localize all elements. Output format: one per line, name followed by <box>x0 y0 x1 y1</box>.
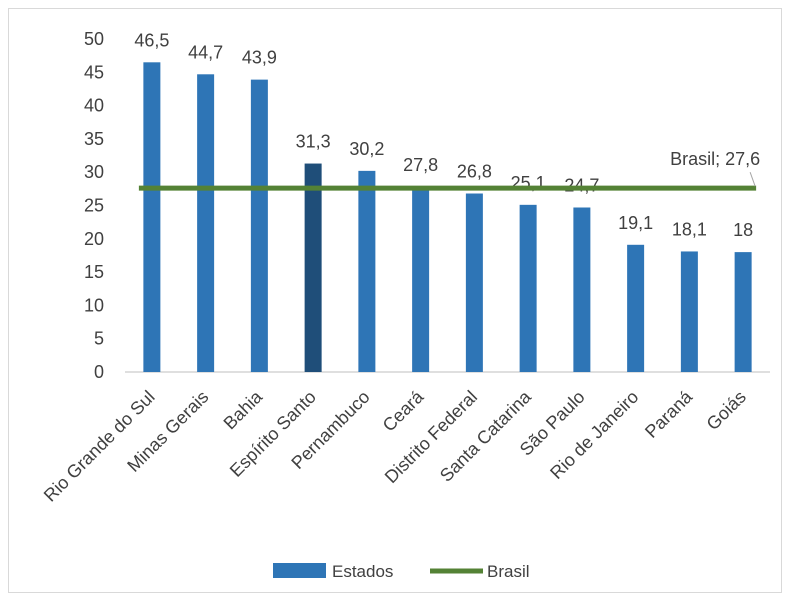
bar-series-estados <box>143 62 752 373</box>
brasil-line-label: Brasil; 27,6 <box>670 149 760 169</box>
y-axis-ticks: 0 5 10 15 20 25 30 35 40 45 50 <box>84 29 104 382</box>
brasil-label-leader <box>749 172 756 187</box>
bar <box>680 251 698 372</box>
y-tick-label: 45 <box>84 62 104 82</box>
y-tick-label: 40 <box>84 96 104 116</box>
legend-label-brasil: Brasil <box>487 562 530 581</box>
y-tick-label: 30 <box>84 162 104 182</box>
chart-frame <box>8 8 782 593</box>
bar-data-label: 44,7 <box>188 42 223 62</box>
y-tick-label: 15 <box>84 262 104 282</box>
bar-data-label: 30,2 <box>349 139 384 159</box>
bar <box>734 252 752 372</box>
x-tick-label: Santa Catarina <box>436 386 536 486</box>
x-tick-label: Bahia <box>220 386 267 433</box>
bar <box>627 244 645 372</box>
y-tick-label: 25 <box>84 196 104 216</box>
bar <box>143 62 161 373</box>
bar <box>358 170 376 372</box>
bar <box>304 163 322 372</box>
bar-data-label: 19,1 <box>618 213 653 233</box>
bar-data-label: 46,5 <box>134 30 169 50</box>
y-tick-label: 20 <box>84 229 104 249</box>
bar <box>573 207 591 372</box>
y-tick-label: 10 <box>84 295 104 315</box>
y-tick-label: 35 <box>84 129 104 149</box>
bar-data-label: 26,8 <box>457 162 492 182</box>
bar-data-label: 18 <box>733 220 753 240</box>
bar <box>250 79 268 372</box>
x-tick-label: Goiás <box>703 387 750 434</box>
x-tick-label: Ceará <box>379 386 429 436</box>
legend-label-estados: Estados <box>332 562 393 581</box>
bar <box>465 193 483 372</box>
data-labels: 46,544,7 43,931,3 30,227,8 26,825,1 24,719,1… <box>134 30 753 240</box>
bar-data-label: 31,3 <box>296 132 331 152</box>
y-tick-label: 50 <box>84 29 104 49</box>
legend: Estados Brasil <box>273 562 530 581</box>
y-tick-label: 5 <box>94 329 104 349</box>
bar <box>519 204 537 372</box>
x-tick-label: Distrito Federal <box>381 387 481 487</box>
bar-data-label: 24,7 <box>564 175 599 195</box>
bar-data-label: 18,1 <box>672 219 707 239</box>
bar <box>197 74 215 372</box>
y-tick-label: 0 <box>94 362 104 382</box>
x-tick-label: Paraná <box>641 386 697 442</box>
legend-swatch-estados <box>273 563 326 578</box>
bar <box>412 186 430 372</box>
bar-data-label: 43,9 <box>242 48 277 68</box>
bar-data-label: 27,8 <box>403 155 438 175</box>
